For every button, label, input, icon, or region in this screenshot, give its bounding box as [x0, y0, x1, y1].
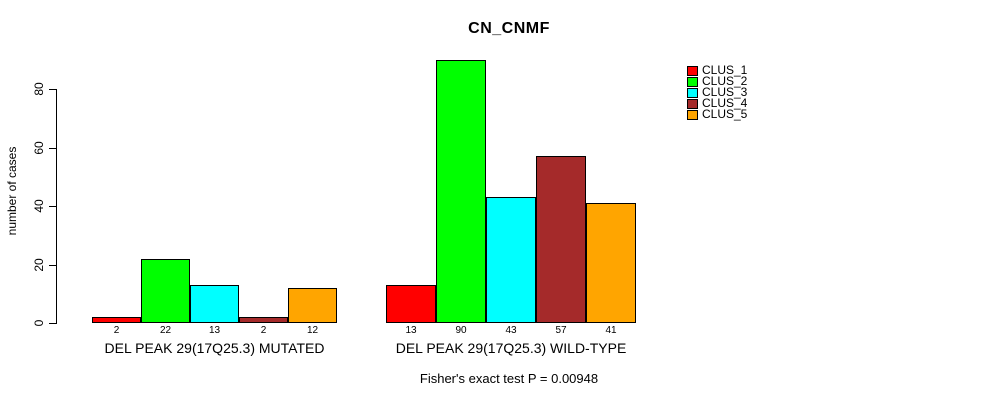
legend-swatch-clus_3	[687, 87, 698, 98]
y-axis-tick	[49, 89, 56, 90]
y-axis-tick-label: 0	[32, 319, 46, 327]
legend-label: CLUS_4	[702, 96, 748, 110]
bar-value-label: 43	[505, 325, 517, 336]
legend-label: CLUS_3	[702, 85, 748, 99]
legend-entry-clus_3: CLUS_3	[687, 85, 748, 99]
y-axis-tick-label: 40	[32, 199, 46, 213]
annotation-fisher-test: Fisher's exact test P = 0.00948	[419, 371, 599, 386]
y-axis-tick-label: 60	[32, 141, 46, 155]
bar-value-label: 13	[208, 325, 221, 336]
bar-clus_1-group2	[386, 285, 436, 323]
bar-clus_5-group2	[586, 203, 636, 323]
bar-value-label: 2	[260, 325, 267, 336]
legend: CLUS_1 CLUS_2 CLUS_3 CLUS_4 CLUS_5	[687, 63, 748, 121]
bar-clus_1-group1	[92, 317, 141, 323]
chart-title: CN_CNMF	[468, 20, 550, 37]
legend-label: CLUS_1	[702, 63, 748, 77]
y-axis-tick	[49, 148, 56, 149]
y-axis-tick	[49, 206, 56, 207]
legend-swatch-clus_1	[687, 65, 698, 76]
bar-clus_5-group1	[288, 288, 337, 323]
bar-clus_2-group2	[436, 60, 486, 323]
bar-clus_3-group1	[190, 285, 239, 323]
legend-entry-clus_1: CLUS_1	[687, 63, 748, 77]
y-axis-tick	[49, 323, 56, 324]
bar-value-label: 41	[605, 325, 617, 336]
y-axis-tick-label: 80	[32, 82, 46, 96]
legend-entry-clus_2: CLUS_2	[687, 74, 748, 88]
bar-value-label: 13	[405, 325, 417, 336]
bar-clus_4-group1	[239, 317, 288, 323]
bar-value-label: 12	[306, 325, 319, 336]
bar-clus_2-group1	[141, 259, 190, 323]
bar-value-label: 2	[113, 325, 120, 336]
legend-label: CLUS_5	[702, 107, 748, 121]
legend-swatch-clus_4	[687, 98, 698, 109]
legend-label: CLUS_2	[702, 74, 748, 88]
y-axis-line	[56, 89, 57, 324]
legend-swatch-clus_2	[687, 76, 698, 87]
y-axis-title: number of cases	[5, 146, 19, 236]
bar-value-label: 57	[555, 325, 567, 336]
group-label: DEL PEAK 29(17Q25.3) MUTATED	[104, 340, 325, 356]
bar-clus_3-group2	[486, 197, 536, 323]
legend-entry-clus_4: CLUS_4	[687, 96, 748, 110]
y-axis-tick	[49, 265, 56, 266]
legend-entry-clus_5: CLUS_5	[687, 107, 748, 121]
y-axis-tick-label: 20	[32, 258, 46, 272]
legend-swatch-clus_5	[687, 109, 698, 120]
bar-value-label: 22	[159, 325, 172, 336]
bar-clus_4-group2	[536, 156, 586, 323]
bar-value-label: 90	[455, 325, 467, 336]
group-label: DEL PEAK 29(17Q25.3) WILD-TYPE	[395, 340, 627, 356]
